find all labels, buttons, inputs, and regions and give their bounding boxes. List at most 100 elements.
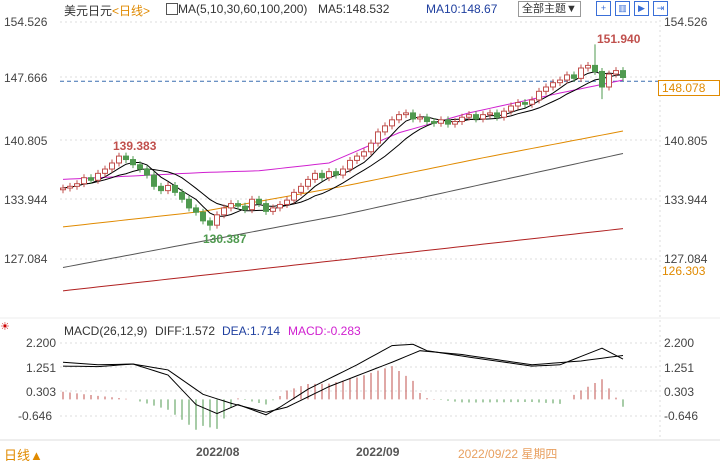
candle-down <box>172 184 178 193</box>
candle-down <box>424 116 430 123</box>
end-icon[interactable]: ⇥ <box>653 1 668 16</box>
candle-up <box>438 119 444 124</box>
candle-up <box>284 199 290 205</box>
candle-down <box>571 74 577 79</box>
bar-chart-icon[interactable]: ▥ <box>615 1 630 16</box>
candle-up <box>480 114 486 120</box>
candle-up <box>347 159 353 170</box>
ma100-line <box>62 153 624 268</box>
macd-axis-label: 2.200 <box>664 336 695 350</box>
candle-down <box>200 211 206 222</box>
candle-down <box>137 164 143 170</box>
candle-up <box>277 203 283 209</box>
candle-up <box>67 185 73 189</box>
macd-axis-label: -0.646 <box>18 409 53 423</box>
candle-up <box>585 64 591 69</box>
candle-up <box>305 178 311 187</box>
left-axis-label: 127.084 <box>4 252 48 266</box>
forward-icon[interactable]: ▶ <box>634 1 649 16</box>
date-label: 2022/09 <box>356 445 400 459</box>
candle-down <box>186 198 192 209</box>
candle-up <box>508 105 514 112</box>
macd-axis-label: -0.646 <box>664 409 699 423</box>
candle-up <box>81 177 87 185</box>
candle-down <box>256 198 262 205</box>
candle-down <box>179 191 185 200</box>
low-price-label: 130.387 <box>203 232 247 246</box>
ma5-value: MA5:148.532 <box>318 2 390 16</box>
candle-up <box>165 184 171 192</box>
left-axis-label: 140.805 <box>4 134 48 148</box>
indicator-settings-icon[interactable]: ☀ <box>0 321 10 333</box>
chart-type-icon[interactable] <box>166 3 178 15</box>
candle-up <box>389 119 395 127</box>
diff-line <box>62 343 624 416</box>
ma60-line <box>62 130 624 228</box>
candle-up <box>95 172 101 181</box>
candle-down <box>333 171 339 176</box>
candle-down <box>158 185 164 192</box>
candle-down <box>235 203 241 207</box>
candle-up <box>613 70 619 75</box>
candle-down <box>263 203 269 212</box>
candle-down <box>130 159 136 166</box>
left-axis-label: 147.666 <box>4 71 48 85</box>
macd-axis-label: 1.251 <box>664 361 695 375</box>
dea-line <box>62 350 624 413</box>
candle-up <box>564 74 570 81</box>
ma200-line <box>62 228 624 292</box>
right-axis-label: 127.084 <box>664 252 708 266</box>
theme-dropdown[interactable]: 全部主题▼ <box>518 1 581 17</box>
crosshair-icon[interactable]: + <box>596 1 611 16</box>
candle-up <box>368 142 374 153</box>
candle-up <box>515 102 521 107</box>
candle-up <box>354 155 360 161</box>
candle-up <box>606 73 612 88</box>
candle-down <box>431 121 437 124</box>
macd-dea: DEA:1.714 <box>222 324 281 338</box>
date-label: 2022/08 <box>196 445 240 459</box>
period-button[interactable]: 日线▲ <box>4 448 43 463</box>
right-axis-label: 133.944 <box>664 193 708 207</box>
candle-up <box>382 125 388 133</box>
candle-down <box>522 102 528 105</box>
candle-up <box>60 187 66 191</box>
candle-up <box>578 67 584 79</box>
candle-up <box>529 99 535 105</box>
candle-down <box>494 112 500 118</box>
candle-up <box>291 191 297 201</box>
candle-down <box>193 207 199 213</box>
candle-down <box>151 174 157 187</box>
candle-down <box>599 70 605 88</box>
macd-axis-label: 0.303 <box>664 385 695 399</box>
candle-down <box>144 168 150 176</box>
macd-axis-label: 1.251 <box>26 361 57 375</box>
ma-label: MA(5,10,30,60,100,200) <box>178 2 308 16</box>
macd-value: MACD:-0.283 <box>288 324 361 338</box>
candle-up <box>543 86 549 92</box>
candle-up <box>459 116 465 123</box>
macd-diff: DIFF:1.572 <box>155 324 216 338</box>
left-axis-label: 154.526 <box>4 15 48 29</box>
candle-down <box>319 172 325 179</box>
candle-up <box>221 207 227 216</box>
cursor-date: 2022/09/22 星期四 <box>458 447 558 461</box>
candle-down <box>242 205 248 211</box>
macd-axis-label: 2.200 <box>26 336 57 350</box>
candle-up <box>109 162 115 170</box>
ma10-line <box>62 74 624 212</box>
candle-up <box>361 151 367 157</box>
period-label: <日线> <box>112 4 151 18</box>
candle-down <box>207 220 213 226</box>
candle-up <box>501 110 507 118</box>
candle-down <box>123 155 129 161</box>
symbol-title: 美元日元<日线> <box>64 2 150 19</box>
candle-up <box>298 185 304 193</box>
candle-up <box>487 112 493 116</box>
symbol-name: 美元日元 <box>64 4 113 18</box>
candle-up <box>74 183 80 187</box>
candle-up <box>557 79 563 84</box>
current-price-box: 148.078 <box>658 80 720 96</box>
candle-up <box>214 214 220 226</box>
